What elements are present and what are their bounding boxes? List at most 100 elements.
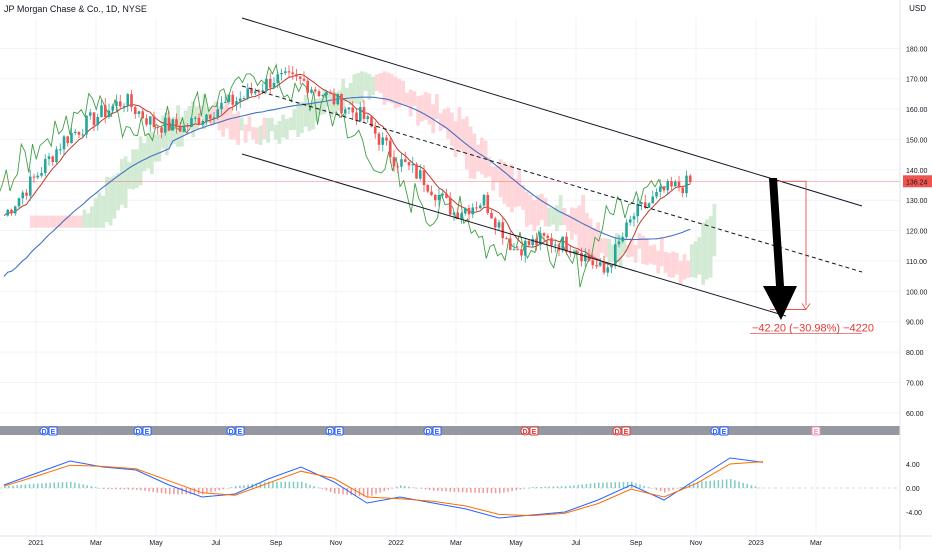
cloud-segment [157,134,162,162]
macd-histogram-bar [24,484,27,488]
macd-histogram-bar [334,488,336,494]
candle-body [505,238,508,240]
event-badge-letter: D [228,429,233,436]
cloud-segment [641,235,645,265]
candle-body [400,159,403,167]
cloud-segment [78,215,83,228]
cloud-segment [667,252,672,278]
macd-histogram-bar [499,488,501,494]
macd-histogram-bar [734,480,736,488]
candle-body [388,140,392,158]
macd-histogram-bar [713,480,715,488]
candle-body [407,162,411,166]
cloud-segment [461,119,465,153]
candle-body [13,206,17,214]
earnings-badge [432,426,442,436]
cloud-segment [292,109,297,130]
cloud-segment [86,213,90,228]
macd-histogram-bar [552,486,555,488]
cloud-segment [521,185,525,210]
macd-histogram-bar [742,482,744,488]
event-badge-letter: E [814,429,819,436]
dividend-badge [226,426,236,436]
macd-histogram-bar [433,488,435,491]
kijun-sen-line [3,73,691,267]
macd-histogram-bar [536,486,538,488]
macd-histogram-bar [263,482,266,488]
candle-body [655,191,658,197]
event-badge-letter: D [135,429,140,436]
macd-histogram-bar [57,482,60,488]
candle-body [272,82,276,88]
cloud-segment [423,92,428,120]
cloud-segment [697,237,702,275]
macd-histogram-bar [655,488,658,490]
candle-body [137,111,141,114]
candle-body [377,133,381,145]
macd-histogram-bar [28,484,31,488]
cloud-segment [217,106,222,131]
candle-body [36,175,40,178]
cloud-segment [52,215,57,228]
macd-histogram-bar [416,488,418,489]
candle-body [617,241,621,245]
event-badge-letter: D [614,429,619,436]
cloud-segment [333,92,338,114]
cloud-segment [360,71,364,103]
candle-body [58,149,62,151]
cloud-segment [622,237,627,253]
cloud-segment [138,136,143,186]
cloud-segment [251,127,255,140]
cloud-segment [547,207,552,227]
ichimoku-cloud [30,71,717,285]
cloud-segment [63,215,68,228]
earnings-badge [811,426,821,436]
macd-histogram-bar [449,488,451,492]
candle-body [317,91,321,97]
dividend-badge [39,426,49,436]
candle-body [231,94,235,105]
cloud-segment [705,219,709,280]
candle-body [606,267,610,273]
macd-histogram-bar [515,488,517,491]
macd-histogram-bar [635,483,637,488]
candle-body [610,265,613,268]
cloud-segment [300,101,304,134]
cloud-segment [356,72,360,105]
candle-body [212,117,216,119]
candle-body [561,236,565,251]
candle-body [85,115,88,135]
cloud-segment [652,244,657,265]
cloud-segment [420,95,424,122]
candle-body [193,117,197,119]
candle-body [583,254,587,262]
candle-body [531,238,535,246]
candle-body [370,116,373,127]
candle-body [313,89,317,92]
macd-histogram-bar [214,488,216,492]
candle-body [92,112,96,126]
candle-body [632,216,636,220]
cloud-segment [41,215,45,228]
candle-body [681,187,685,194]
macd-histogram-bar [115,488,117,490]
candle-body [186,125,190,127]
macd-histogram-bar [292,481,295,488]
cloud-segment [277,120,282,144]
candle-body [426,185,430,192]
cloud-segment [123,156,128,208]
macd-histogram-bar [119,488,121,490]
event-badge-letter: E [145,429,150,436]
cloud-segment [603,238,608,258]
macd-histogram-bar [156,488,159,493]
cloud-segment [615,233,619,262]
macd-histogram-bar [457,488,460,493]
macd-histogram-bar [387,488,390,490]
candle-body [17,198,21,207]
macd-tick-label: 0.00 [906,486,920,493]
candle-body [10,209,13,214]
macd-histogram-bar [296,481,299,488]
cloud-segment [675,252,679,275]
macd-histogram-bar [202,488,204,495]
